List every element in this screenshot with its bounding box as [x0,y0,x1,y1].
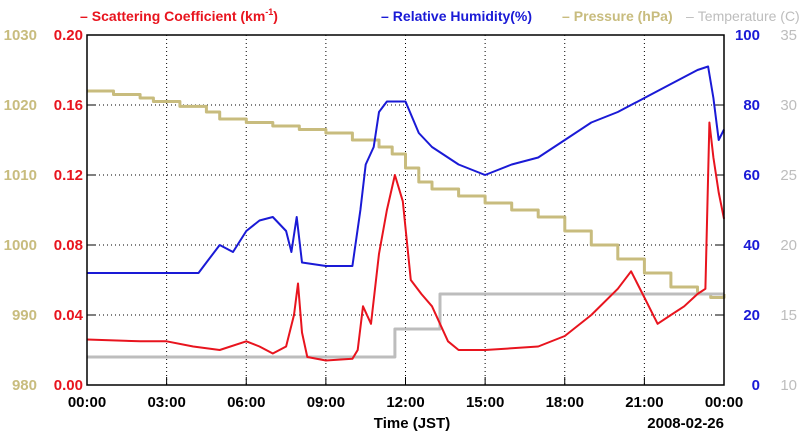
x-axis-label: Time (JST) [374,415,450,432]
humidity-tick-label: 80 [743,97,760,114]
series-scattering [86,121,725,362]
legend-humidity: – Relative Humidity(%) [381,8,532,24]
temperature-tick-label: 10 [780,377,797,394]
x-tick-label: 15:00 [466,394,504,411]
pressure-tick-label: 1010 [4,167,37,184]
scattering-tick-label: 0.00 [54,377,83,394]
humidity-tick-label: 0 [752,377,760,394]
pressure-tick-label: 1030 [4,27,37,44]
humidity-tick-label: 100 [735,27,760,44]
x-tick-label: 12:00 [386,394,424,411]
legend-pressure: – Pressure (hPa) [562,8,673,24]
x-tick-label: 21:00 [625,394,663,411]
humidity-tick-label: 60 [743,167,760,184]
series-temperature [87,292,724,359]
legend-temperature: – Temperature (C) [686,8,800,24]
x-tick-label: 09:00 [307,394,345,411]
series-humidity [87,65,725,274]
series-pressure [87,89,726,299]
date-label: 2008-02-26 [647,415,724,432]
scattering-tick-label: 0.04 [54,307,84,324]
pressure-tick-label: 1020 [4,97,37,114]
scattering-tick-label: 0.08 [54,237,83,254]
x-tick-label: 18:00 [546,394,584,411]
legend-scattering: – Scattering Coefficient (km-1) [80,7,278,24]
grid [86,34,725,386]
temperature-tick-label: 25 [780,167,797,184]
pressure-tick-label: 1000 [4,237,37,254]
humidity-tick-label: 20 [743,307,760,324]
scattering-tick-label: 0.16 [54,97,83,114]
temperature-tick-label: 30 [780,97,797,114]
scattering-tick-label: 0.20 [54,27,83,44]
tick-layer: 00:00 03:00 06:00 09:00 12:00 15:00 18:00 21:00… [4,27,797,411]
scattering-tick-label: 0.12 [54,167,83,184]
humidity-tick-label: 40 [743,237,760,254]
temperature-tick-label: 15 [780,307,797,324]
plot-frame [86,34,725,386]
legend: – Scattering Coefficient (km-1) – Relative… [80,7,800,24]
pressure-tick-label: 990 [12,307,37,324]
x-tick-label: 06:00 [227,394,265,411]
pressure-tick-label: 980 [12,377,37,394]
x-tick-label: 03:00 [147,394,185,411]
temperature-tick-label: 20 [780,237,797,254]
x-tick-label: 00:00 [705,394,743,411]
x-tick-label: 00:00 [68,394,106,411]
series-layer [86,65,726,362]
temperature-tick-label: 35 [780,27,797,44]
